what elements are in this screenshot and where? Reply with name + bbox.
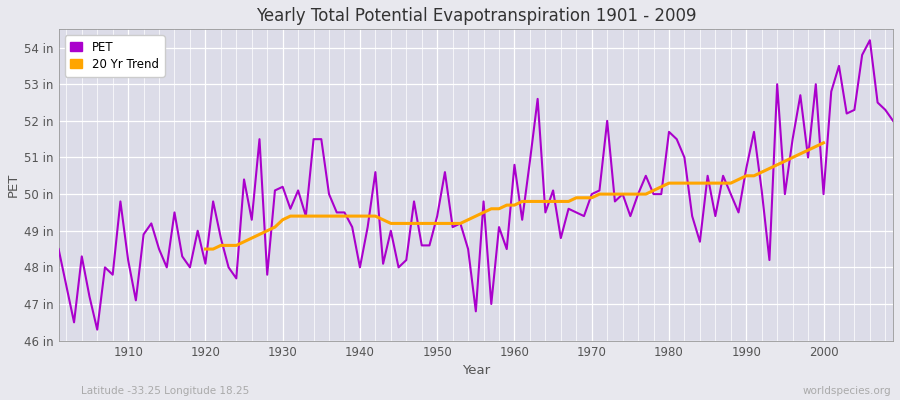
Title: Yearly Total Potential Evapotranspiration 1901 - 2009: Yearly Total Potential Evapotranspiratio… — [256, 7, 696, 25]
Text: worldspecies.org: worldspecies.org — [803, 386, 891, 396]
Text: Latitude -33.25 Longitude 18.25: Latitude -33.25 Longitude 18.25 — [81, 386, 249, 396]
X-axis label: Year: Year — [462, 364, 490, 377]
Legend: PET, 20 Yr Trend: PET, 20 Yr Trend — [65, 35, 165, 76]
Y-axis label: PET: PET — [7, 173, 20, 197]
